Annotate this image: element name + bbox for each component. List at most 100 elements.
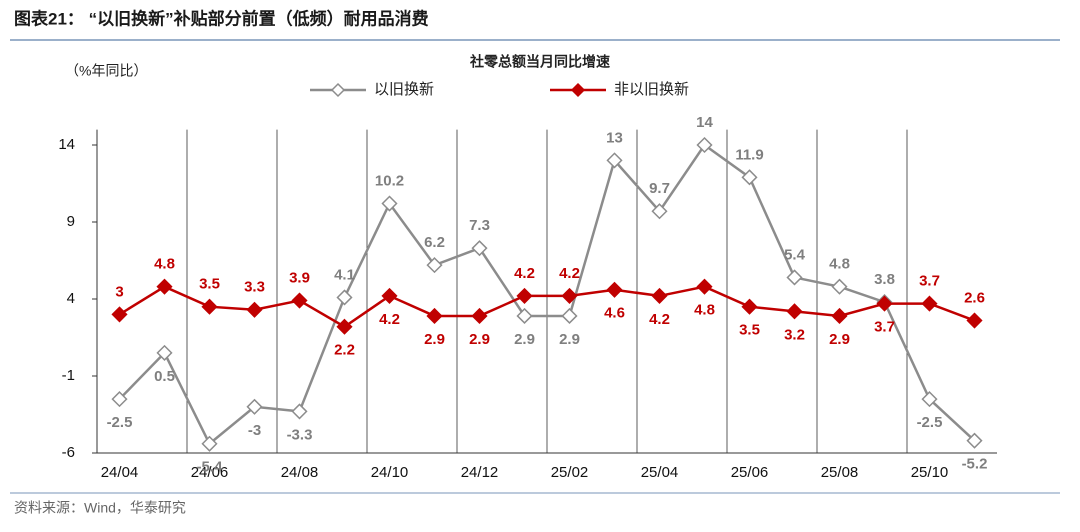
series-line (118, 143, 976, 446)
series-marker (246, 301, 263, 318)
data-label: 13 (606, 129, 623, 146)
x-tick-label: 24/08 (281, 464, 319, 481)
series-marker (876, 295, 893, 312)
data-label: 4.1 (334, 266, 355, 283)
x-tick-label: 25/02 (551, 464, 589, 481)
header: 图表21： “以旧换新”补贴部分前置（低频）耐用品消费 (14, 8, 429, 28)
series-marker (561, 307, 578, 325)
data-label: 4.2 (379, 311, 400, 328)
data-label: 4.8 (694, 302, 715, 319)
series-marker (111, 306, 128, 323)
series-marker (291, 292, 308, 309)
data-label: 2.9 (424, 331, 445, 348)
y-tick-label: 14 (58, 136, 75, 153)
data-label: 4.6 (604, 305, 625, 322)
series-marker (606, 152, 623, 169)
series-line (118, 285, 975, 329)
data-label: 7.3 (469, 217, 490, 234)
y-axis-label: （%年同比） (65, 63, 147, 79)
x-tick-label: 25/04 (641, 464, 679, 481)
y-tick-label: 4 (67, 290, 75, 307)
series-marker (516, 307, 533, 325)
series-marker (426, 307, 443, 325)
data-label: -5.4 (197, 459, 224, 476)
data-label: 2.9 (829, 331, 850, 348)
series-marker (786, 303, 803, 320)
data-label: 3.5 (739, 322, 760, 339)
x-tick-label: 24/12 (461, 464, 499, 481)
series-marker (921, 295, 938, 312)
series-marker (201, 435, 218, 452)
legend-marker (330, 82, 346, 98)
series-marker (381, 195, 398, 212)
series-marker (381, 287, 398, 304)
data-label: 3.7 (919, 273, 940, 290)
source: 资料来源：Wind，华泰研究 (14, 500, 186, 516)
series-marker (831, 278, 848, 295)
data-label: -3.3 (287, 426, 313, 443)
series-marker (246, 398, 263, 415)
series-marker (651, 203, 668, 220)
x-tick-label: 24/04 (101, 464, 139, 481)
data-label: 9.7 (649, 180, 670, 197)
x-tick-label: 25/10 (911, 464, 949, 481)
data-label: 3 (115, 283, 123, 300)
series-marker (741, 169, 758, 186)
data-label: -3 (248, 422, 261, 439)
series-marker (696, 278, 713, 295)
x-tick-label: 24/06 (191, 464, 229, 481)
series-marker (156, 278, 173, 295)
data-label: 3.9 (289, 270, 310, 287)
data-label: 4.8 (154, 256, 175, 273)
series-marker (966, 312, 983, 329)
x-tick-label: 25/06 (731, 464, 769, 481)
series-marker (696, 136, 713, 154)
series-marker (471, 307, 488, 325)
data-label: 3.8 (874, 271, 895, 288)
data-label: 3.3 (244, 279, 265, 296)
data-label: 2.9 (514, 331, 535, 348)
data-label: -2.5 (107, 414, 133, 431)
series-marker (201, 298, 218, 315)
data-label: 6.2 (424, 234, 445, 251)
chart-title: 社零总额当月同比增速 (469, 54, 610, 70)
series-marker (156, 344, 173, 361)
y-tick-label: -6 (62, 444, 75, 461)
data-label: 0.5 (154, 368, 175, 385)
data-label: 3.7 (874, 319, 895, 336)
y-tick-label: -1 (62, 367, 75, 384)
data-label: 3.2 (784, 326, 805, 343)
data-label: 14 (696, 114, 713, 131)
series-marker (651, 287, 668, 304)
data-label: 2.9 (559, 331, 580, 348)
series-marker (426, 257, 443, 274)
series-marker (111, 391, 128, 408)
data-label: -2.5 (917, 414, 943, 431)
series-marker (966, 432, 983, 449)
data-label: 11.9 (735, 146, 763, 163)
series-marker (921, 391, 938, 408)
data-label: 2.2 (334, 342, 355, 359)
series-marker (291, 403, 308, 420)
legend-label: 非以旧换新 (614, 81, 689, 98)
data-label: 2.6 (964, 290, 985, 307)
data-label: 4.2 (559, 265, 580, 282)
series-marker (516, 287, 533, 304)
series-marker (471, 240, 488, 257)
data-label: 4.8 (829, 256, 850, 273)
data-label: 4.2 (649, 311, 670, 328)
series-marker (336, 318, 353, 335)
data-label: 10.2 (375, 172, 404, 189)
data-label: 3.5 (199, 276, 220, 293)
series-marker (606, 281, 623, 298)
data-label: 4.2 (514, 265, 535, 282)
series-marker (831, 307, 848, 325)
legend-marker (570, 82, 586, 98)
legend-label: 以旧换新 (374, 81, 434, 98)
x-tick-label: 25/08 (821, 464, 859, 481)
data-label: -5.2 (962, 456, 988, 473)
y-tick-label: 9 (67, 213, 75, 230)
data-label: 2.9 (469, 331, 490, 348)
